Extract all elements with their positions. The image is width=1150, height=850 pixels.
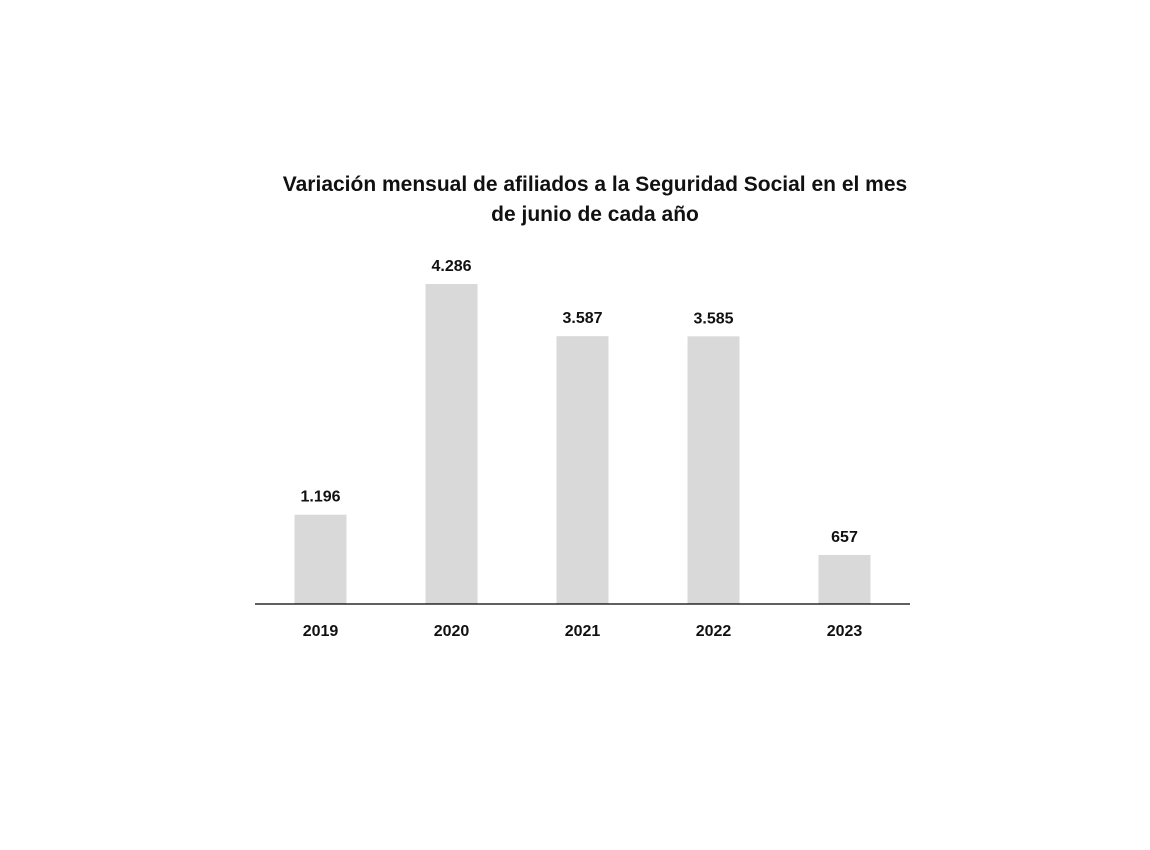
x-tick-label-2023: 2023 [827, 623, 863, 640]
bar-2022 [687, 336, 740, 604]
x-tick-labels-layer: 2019 2020 2021 2022 2023 [303, 623, 863, 640]
data-label-2020: 4.286 [431, 258, 471, 275]
x-tick-label-2019: 2019 [303, 623, 339, 640]
data-label-2022: 3.585 [693, 310, 733, 327]
data-labels-layer: 1.196 4.286 3.587 3.585 657 [300, 258, 857, 546]
bar-2019 [294, 514, 347, 604]
bar-2023 [818, 554, 871, 604]
bar-2020 [425, 284, 478, 604]
chart-title: Variación mensual de afiliados a la Segu… [282, 173, 908, 226]
x-tick-label-2020: 2020 [434, 623, 470, 640]
bar-2021 [556, 336, 609, 604]
bars-layer [294, 284, 871, 604]
data-label-2021: 3.587 [562, 310, 602, 327]
x-tick-label-2021: 2021 [565, 623, 601, 640]
x-tick-label-2022: 2022 [696, 623, 732, 640]
data-label-2023: 657 [831, 529, 858, 546]
data-label-2019: 1.196 [300, 489, 340, 506]
